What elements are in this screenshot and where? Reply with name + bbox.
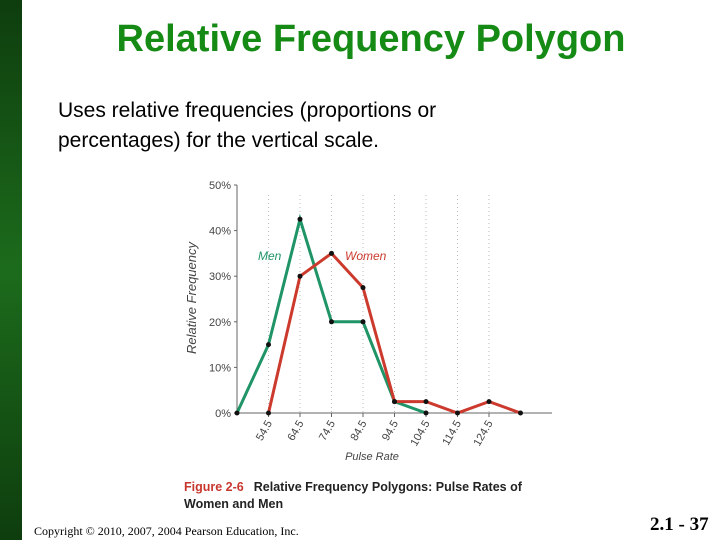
figure-label: Figure 2-6 bbox=[184, 480, 244, 494]
data-point bbox=[423, 399, 429, 405]
data-point bbox=[329, 319, 334, 325]
data-point bbox=[360, 319, 366, 325]
y-tick-label: 0% bbox=[215, 408, 231, 420]
legend-label: Men bbox=[258, 249, 282, 263]
y-tick-label: 40% bbox=[209, 226, 231, 238]
x-tick-label: 84.5 bbox=[348, 419, 369, 444]
x-axis-title: Pulse Rate bbox=[345, 451, 399, 463]
data-point bbox=[486, 399, 492, 405]
data-point bbox=[423, 410, 429, 416]
x-tick-label: 74.5 bbox=[317, 419, 338, 444]
data-point bbox=[518, 410, 523, 416]
data-point bbox=[360, 285, 366, 291]
x-tick-label: 64.5 bbox=[285, 419, 306, 444]
slide-body: Uses relative frequencies (proportions o… bbox=[58, 99, 437, 152]
data-point bbox=[234, 410, 240, 416]
x-tick-label: 124.5 bbox=[471, 419, 495, 449]
series-line bbox=[267, 251, 522, 415]
page-number: 2.1 - 37 bbox=[650, 514, 709, 535]
y-tick-label: 20% bbox=[209, 317, 231, 329]
x-tick-label: 94.5 bbox=[380, 419, 401, 444]
copyright: Copyright © 2010, 2007, 2004 Pearson Edu… bbox=[34, 524, 299, 538]
slide-title: Relative Frequency Polygon bbox=[116, 18, 626, 60]
data-point bbox=[297, 273, 303, 279]
data-point bbox=[266, 410, 271, 416]
side-bar bbox=[0, 0, 22, 540]
x-tick-label: 104.5 bbox=[408, 419, 432, 449]
caption-text: Relative Frequency Polygons: Pulse Rates… bbox=[184, 480, 522, 511]
y-tick-label: 50% bbox=[209, 180, 231, 192]
data-point bbox=[297, 216, 303, 222]
data-point bbox=[329, 250, 334, 256]
figure-caption: Figure 2-6 Relative Frequency Polygons: P… bbox=[184, 479, 564, 513]
data-point bbox=[266, 342, 271, 348]
legend-label: Women bbox=[345, 249, 387, 263]
y-axis-title: Relative Frequency bbox=[184, 241, 199, 354]
x-tick-label: 54.5 bbox=[254, 419, 275, 444]
data-point bbox=[392, 399, 397, 405]
y-tick-label: 30% bbox=[209, 271, 231, 283]
x-tick-label: 114.5 bbox=[440, 419, 464, 448]
y-tick-label: 10% bbox=[209, 362, 231, 374]
data-point bbox=[455, 410, 460, 416]
